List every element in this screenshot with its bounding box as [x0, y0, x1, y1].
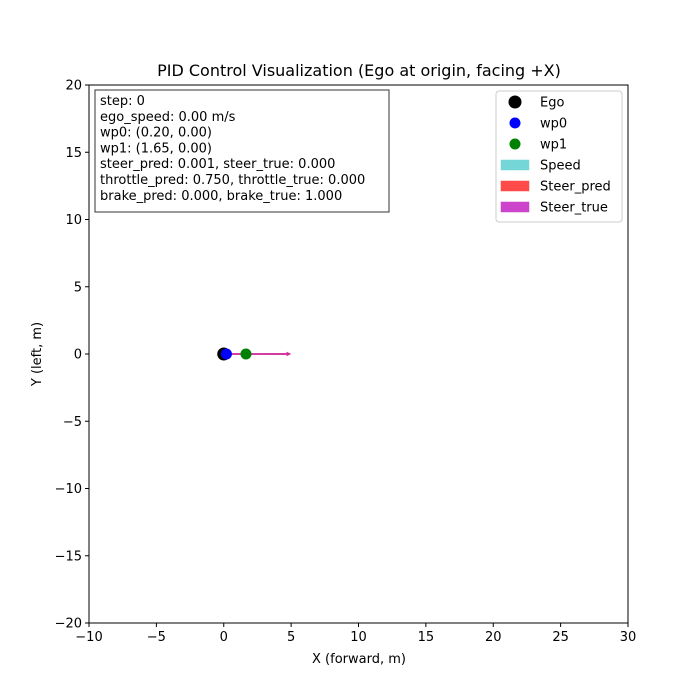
info-line: wp1: (1.65, 0.00) — [100, 141, 212, 156]
x-tick-label: 30 — [620, 630, 637, 645]
y-tick-label: −15 — [55, 549, 82, 564]
point-wp0 — [220, 348, 232, 360]
info-line: brake_pred: 0.000, brake_true: 1.000 — [100, 189, 342, 204]
legend-wp1: wp1 — [509, 138, 567, 153]
x-tick-label: 20 — [485, 630, 502, 645]
y-axis-ticks: −20 −15 −10 −5 0 5 10 15 20 — [55, 79, 89, 632]
legend-steer-pred: Steer_pred — [500, 180, 611, 195]
info-line: step: 0 — [100, 94, 145, 109]
point-wp1 — [240, 348, 252, 360]
legend-label: Steer_true — [540, 201, 608, 216]
arrow-layer — [223, 351, 292, 357]
legend-patch — [500, 159, 530, 171]
point-layer — [217, 347, 252, 361]
x-tick-label: 15 — [418, 630, 435, 645]
legend-label: Steer_pred — [540, 180, 611, 195]
y-tick-label: 5 — [74, 280, 82, 295]
x-tick-label: 25 — [552, 630, 569, 645]
x-axis-ticks: −10 −5 0 5 10 15 20 25 30 — [75, 623, 636, 645]
legend-ego: Ego — [508, 95, 564, 111]
y-tick-label: 20 — [65, 79, 82, 94]
legend-marker — [509, 138, 521, 150]
legend-wp0: wp0 — [509, 117, 567, 132]
x-tick-label: 0 — [220, 630, 228, 645]
x-tick-label: −10 — [75, 630, 102, 645]
y-tick-label: −5 — [63, 415, 82, 430]
x-tick-label: 5 — [287, 630, 295, 645]
legend: Ego wp0 wp1 Speed Steer_pred Steer_true — [495, 90, 623, 223]
legend-speed: Speed — [500, 159, 581, 174]
x-tick-label: −5 — [147, 630, 166, 645]
legend-label: wp1 — [540, 138, 567, 153]
chart-title: PID Control Visualization (Ego at origin… — [157, 61, 561, 80]
y-tick-label: −20 — [55, 617, 82, 632]
legend-marker — [509, 117, 521, 129]
legend-marker — [508, 95, 522, 109]
legend-patch — [500, 201, 530, 213]
y-tick-label: −10 — [55, 482, 82, 497]
info-box-frame — [94, 89, 390, 213]
info-line: throttle_pred: 0.750, throttle_true: 0.0… — [100, 173, 365, 188]
info-line: steer_pred: 0.001, steer_true: 0.000 — [100, 157, 335, 172]
legend-label: Speed — [540, 159, 581, 174]
legend-patch — [500, 180, 530, 192]
y-tick-label: 10 — [65, 213, 82, 228]
arrow-steer-true — [223, 351, 292, 357]
x-tick-label: 10 — [350, 630, 367, 645]
info-line: ego_speed: 0.00 m/s — [100, 110, 236, 125]
legend-label: Ego — [540, 96, 564, 111]
y-tick-label: 0 — [74, 348, 82, 363]
legend-label: wp0 — [540, 117, 567, 132]
x-axis-label: X (forward, m) — [312, 652, 406, 667]
legend-steer-true: Steer_true — [500, 201, 608, 216]
y-axis-label: Y (left, m) — [30, 322, 45, 387]
y-tick-label: 15 — [65, 146, 82, 161]
info-line: wp0: (0.20, 0.00) — [100, 126, 212, 141]
